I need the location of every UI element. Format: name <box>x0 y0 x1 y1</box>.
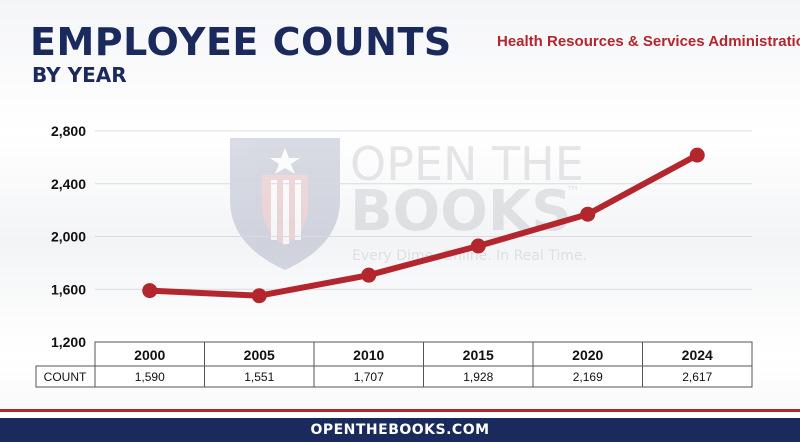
x-tick-label: 2015 <box>463 347 494 363</box>
data-point <box>470 238 486 254</box>
watermark-trademark: ™ <box>566 184 580 200</box>
watermark-tagline: Every Dime. Online. In Real Time. <box>352 248 587 264</box>
series-line <box>146 152 701 299</box>
y-tick-label: 2,800 <box>51 123 86 139</box>
x-tick-label: 2010 <box>353 347 384 363</box>
data-point <box>361 267 377 283</box>
x-tick-label: 2020 <box>572 347 603 363</box>
count-value-label: 1,551 <box>244 370 274 384</box>
data-point <box>251 288 267 304</box>
x-tick-label: 2000 <box>134 347 165 363</box>
data-point <box>689 147 705 163</box>
watermark-line-2: BOOKS <box>350 179 572 244</box>
shield-logo <box>230 138 340 270</box>
footer-url: OPENTHEBOOKS.COM <box>0 418 800 442</box>
count-value-label: 2,169 <box>573 370 603 384</box>
y-tick-label: 2,000 <box>51 229 86 245</box>
data-point <box>142 283 158 299</box>
y-tick-label: 1,200 <box>51 334 86 350</box>
footer-red-stripe <box>0 409 800 412</box>
data-point <box>580 206 596 222</box>
watermark: OPEN THE BOOKS ™ Every Dime. Online. In … <box>230 137 587 270</box>
x-tick-label: 2005 <box>244 347 275 363</box>
count-row-label: COUNT <box>44 370 87 384</box>
agency-name: Health Resources & Services Administrati… <box>497 33 800 50</box>
chart-title: EMPLOYEE COUNTS <box>30 20 452 64</box>
count-value-label: 2,617 <box>682 370 712 384</box>
footer-white-stripe <box>0 412 800 418</box>
y-tick-label: 2,400 <box>51 176 86 192</box>
count-value-label: 1,928 <box>463 370 493 384</box>
watermark-line-1: OPEN THE <box>350 137 584 191</box>
x-tick-label: 2024 <box>682 347 713 363</box>
chart-subtitle: BY YEAR <box>32 63 127 87</box>
y-tick-label: 1,600 <box>51 281 86 297</box>
count-value-label: 1,590 <box>135 370 165 384</box>
count-value-label: 1,707 <box>354 370 384 384</box>
